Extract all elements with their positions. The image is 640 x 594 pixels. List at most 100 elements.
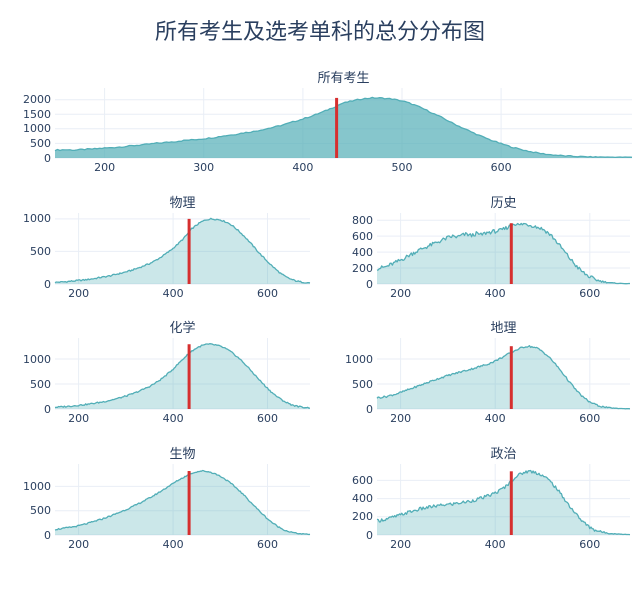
area-outline (54, 217, 311, 284)
x-tick-label: 600 (579, 412, 601, 425)
subplot-title: 历史 (490, 196, 517, 211)
x-tick-label: 200 (390, 412, 412, 425)
y-tick-label: 1000 (23, 122, 51, 136)
y-tick-label: 0 (44, 402, 51, 416)
y-axis-ticks: 0 200 400 600 800 (332, 213, 373, 291)
chart-politics: 政治 0 200 400 600 200 400 600 (332, 440, 631, 553)
subplot-title: 生物 (169, 447, 196, 462)
y-tick-label: 600 (352, 229, 373, 243)
subplot-title: 所有考生 (317, 71, 370, 86)
x-tick-label: 600 (257, 412, 278, 425)
y-tick-label: 200 (352, 261, 373, 275)
area-outline (54, 96, 633, 159)
y-tick-label: 1000 (345, 352, 373, 366)
y-tick-label: 500 (30, 244, 51, 258)
x-tick-label: 300 (193, 161, 215, 174)
y-axis-ticks: 0 500 1000 (10, 212, 51, 290)
y-axis-ticks: 0 200 400 600 (332, 464, 373, 542)
x-tick-label: 400 (484, 538, 506, 551)
area-plot[interactable] (54, 338, 310, 410)
x-axis-ticks: 200 400 600 (55, 537, 310, 553)
chart-chemistry: 化学 0 500 1000 200 400 600 (10, 314, 310, 427)
y-tick-label: 600 (352, 473, 373, 487)
y-tick-label: 200 (352, 510, 373, 524)
area-fill (55, 470, 310, 535)
x-axis-ticks: 200 400 600 (55, 286, 310, 302)
x-axis-ticks: 200 400 600 (55, 411, 310, 427)
chart-physics: 物理 0 500 1000 200 400 600 (10, 189, 311, 302)
x-tick-label: 200 (68, 538, 90, 551)
subplot-title: 化学 (169, 321, 196, 336)
y-tick-label: 0 (366, 528, 373, 542)
y-tick-label: 500 (30, 377, 51, 391)
y-tick-label: 1500 (23, 107, 51, 121)
x-tick-label: 200 (68, 412, 90, 425)
y-tick-label: 0 (366, 402, 373, 416)
x-tick-label: 400 (162, 538, 184, 551)
x-tick-label: 400 (292, 161, 314, 174)
area-plot[interactable] (54, 88, 633, 159)
x-tick-label: 400 (162, 287, 184, 300)
y-tick-label: 500 (30, 504, 51, 518)
y-tick-label: 0 (44, 528, 51, 542)
x-tick-label: 500 (391, 161, 413, 174)
y-tick-label: 0 (44, 277, 51, 291)
area-fill (377, 223, 630, 284)
x-tick-label: 600 (579, 538, 601, 551)
area-fill (377, 345, 630, 409)
chart-all-candidates: 所有考生 0 500 1000 1500 2000 200 300 400 500 600 (10, 64, 633, 176)
area-plot[interactable] (54, 464, 311, 536)
y-axis-ticks: 0 500 1000 (332, 338, 373, 416)
area-outline (54, 469, 311, 536)
area-outline (376, 345, 631, 410)
y-tick-label: 1000 (23, 212, 51, 226)
y-tick-label: 500 (352, 377, 373, 391)
x-axis-ticks: 200 300 400 500 600 (55, 160, 632, 176)
area-outline (376, 222, 630, 285)
subplot-title: 物理 (169, 196, 196, 211)
x-tick-label: 600 (490, 161, 512, 174)
area-outline (376, 469, 631, 536)
x-tick-label: 200 (68, 287, 90, 300)
y-axis-ticks: 0 500 1000 (10, 464, 51, 542)
x-axis-ticks: 200 400 600 (377, 286, 630, 302)
x-tick-label: 600 (579, 287, 601, 300)
area-plot[interactable] (54, 213, 311, 285)
y-tick-label: 0 (366, 277, 373, 291)
subplot-title: 地理 (490, 321, 517, 336)
y-tick-label: 400 (352, 245, 373, 259)
y-tick-label: 400 (352, 492, 373, 506)
area-plot[interactable] (376, 464, 631, 536)
area-fill (55, 218, 310, 284)
area-plot[interactable] (376, 213, 630, 285)
page-title: 所有考生及选考单科的总分分布图 (154, 20, 485, 45)
x-tick-label: 400 (162, 412, 184, 425)
area-fill (55, 97, 632, 158)
area-plot[interactable] (376, 338, 631, 410)
area-outline (54, 343, 310, 409)
y-axis-ticks: 0 500 1000 1500 2000 (10, 88, 51, 164)
x-axis-ticks: 200 400 600 (377, 411, 630, 427)
y-tick-label: 800 (352, 213, 373, 227)
x-tick-label: 400 (484, 412, 506, 425)
area-fill (55, 343, 310, 409)
chart-biology: 生物 0 500 1000 200 400 600 (10, 440, 311, 553)
chart-history: 历史 0 200 400 600 800 200 400 600 (332, 189, 630, 302)
x-tick-label: 600 (257, 287, 278, 300)
x-tick-label: 200 (94, 161, 116, 174)
subplot-title: 政治 (490, 447, 517, 462)
y-tick-label: 1000 (23, 479, 51, 493)
x-tick-label: 200 (390, 538, 412, 551)
x-tick-label: 400 (484, 287, 506, 300)
x-tick-label: 200 (390, 287, 412, 300)
x-axis-ticks: 200 400 600 (377, 537, 630, 553)
y-tick-label: 1000 (23, 352, 51, 366)
x-tick-label: 600 (257, 538, 278, 551)
y-tick-label: 500 (30, 136, 51, 150)
y-tick-label: 0 (44, 151, 51, 165)
y-tick-label: 2000 (23, 93, 51, 107)
area-fill (377, 470, 630, 535)
y-axis-ticks: 0 500 1000 (10, 338, 51, 416)
chart-geography: 地理 0 500 1000 200 400 600 (332, 314, 631, 427)
